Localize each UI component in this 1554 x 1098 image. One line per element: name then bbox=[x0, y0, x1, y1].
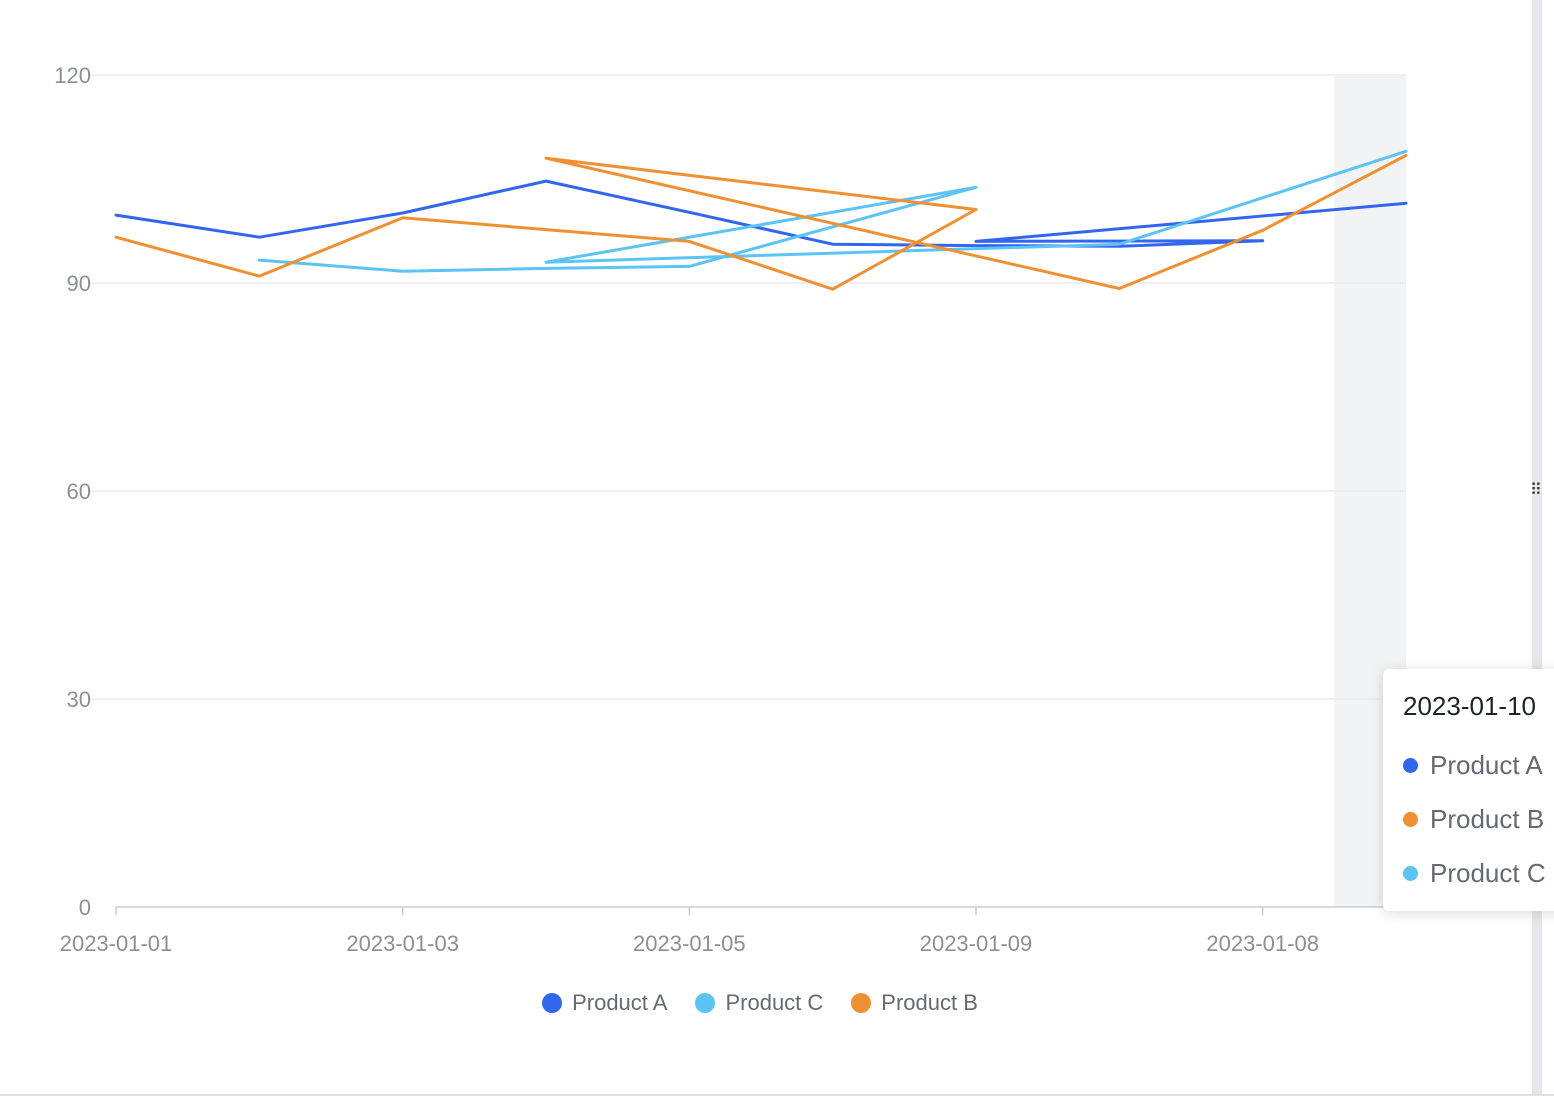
series-color-dot bbox=[1403, 811, 1418, 827]
tooltip-series-name: Product B bbox=[1430, 803, 1545, 834]
y-tick-label: 60 bbox=[67, 479, 91, 504]
tooltip-series-name: Product C bbox=[1430, 857, 1546, 888]
series-color-dot bbox=[1403, 865, 1418, 881]
tooltip-row-3: Product C bbox=[1403, 846, 1554, 900]
chart-legend: Product A Product C Product B bbox=[0, 990, 1520, 1016]
y-tick-label: 120 bbox=[54, 63, 91, 88]
legend-color-dot bbox=[542, 993, 563, 1013]
legend-label: Product C bbox=[725, 990, 824, 1015]
legend-color-dot bbox=[695, 993, 716, 1013]
chart-tooltip: 2023-01-10 Product A Product B Product C bbox=[1383, 669, 1554, 911]
legend-item-product-a[interactable]: Product A bbox=[542, 990, 667, 1016]
scrollbar-track[interactable] bbox=[1532, 0, 1542, 1094]
y-tick-label: 90 bbox=[67, 271, 91, 296]
x-tick-label: 2023-01-01 bbox=[60, 931, 173, 956]
legend-color-dot bbox=[851, 993, 872, 1013]
tooltip-row-2: Product B bbox=[1403, 792, 1554, 846]
series-line-product-a bbox=[114, 179, 1408, 248]
resize-handle-icon[interactable]: ⠿ bbox=[1530, 482, 1542, 499]
x-tick-label: 2023-01-08 bbox=[1206, 931, 1319, 956]
y-tick-label: 30 bbox=[67, 687, 91, 712]
legend-item-product-b[interactable]: Product B bbox=[851, 990, 978, 1016]
tooltip-row-1: Product A bbox=[1403, 738, 1554, 792]
x-tick-label: 2023-01-05 bbox=[633, 931, 746, 956]
series-color-dot bbox=[1403, 757, 1418, 773]
series-line-product-c bbox=[257, 149, 1408, 273]
tooltip-title: 2023-01-10 bbox=[1403, 691, 1536, 721]
legend-label: Product A bbox=[572, 990, 668, 1015]
legend-item-product-c[interactable]: Product C bbox=[695, 990, 823, 1016]
bottom-divider bbox=[0, 1094, 1554, 1096]
x-tick-label: 2023-01-09 bbox=[920, 931, 1033, 956]
y-tick-label: 0 bbox=[79, 895, 91, 920]
series-line-product-b bbox=[114, 153, 1408, 291]
legend-label: Product B bbox=[881, 990, 978, 1015]
x-tick-label: 2023-01-03 bbox=[346, 931, 459, 956]
tooltip-series-name: Product A bbox=[1430, 749, 1543, 780]
